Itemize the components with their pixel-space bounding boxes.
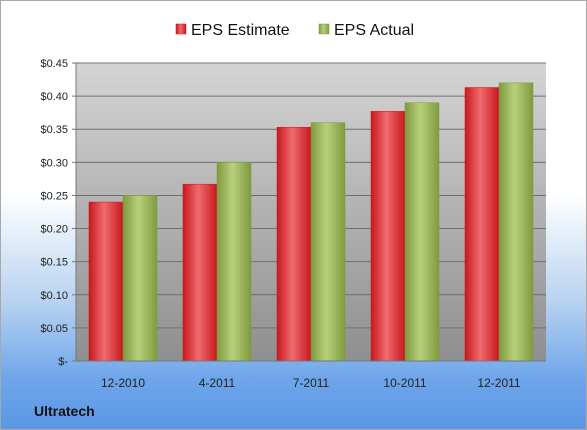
bar-eps-actual: [122, 195, 158, 362]
y-tick-label: $0.30: [40, 157, 68, 169]
y-tick-label: $0.05: [40, 323, 68, 335]
y-tick-label: $0.15: [40, 257, 68, 269]
y-tick-label: $0.10: [40, 290, 68, 302]
x-tick-label: 10-2011: [383, 376, 426, 390]
legend-label-actual: EPS Actual: [334, 22, 414, 39]
y-tick-label: $-: [58, 356, 68, 368]
y-tick-label: $0.40: [40, 91, 68, 103]
y-tick-label: $0.45: [40, 58, 68, 70]
axes: $- $0.05 $0.10 $0.15 $0.20 $0.25 $0.30 $0.35 $0.…: [40, 58, 546, 390]
bar-eps-actual: [310, 122, 346, 362]
bar-eps-estimate: [182, 183, 218, 362]
legend: EPS Estimate EPS Actual: [175, 22, 414, 39]
bar-eps-estimate: [370, 111, 406, 362]
legend-label-estimate: EPS Estimate: [191, 22, 290, 39]
company-name: Ultratech: [34, 403, 95, 419]
bar-eps-actual: [216, 162, 252, 362]
bar-eps-estimate: [464, 87, 500, 362]
y-tick-label: $0.35: [40, 124, 68, 136]
bar-eps-estimate: [88, 201, 124, 362]
bars: [88, 82, 534, 362]
legend-swatch-actual: [318, 23, 330, 35]
x-tick-label: 7-2011: [293, 376, 330, 390]
legend-swatch-estimate: [175, 23, 187, 35]
bar-eps-estimate: [276, 126, 312, 362]
x-tick-label: 12-2010: [101, 376, 145, 390]
x-tick-label: 4-2011: [199, 376, 236, 390]
bar-eps-actual: [404, 102, 440, 362]
x-tick-label: 12-2011: [477, 376, 520, 390]
y-tick-label: $0.20: [40, 224, 68, 236]
bar-eps-actual: [498, 82, 534, 362]
y-tick-label: $0.25: [40, 190, 68, 202]
